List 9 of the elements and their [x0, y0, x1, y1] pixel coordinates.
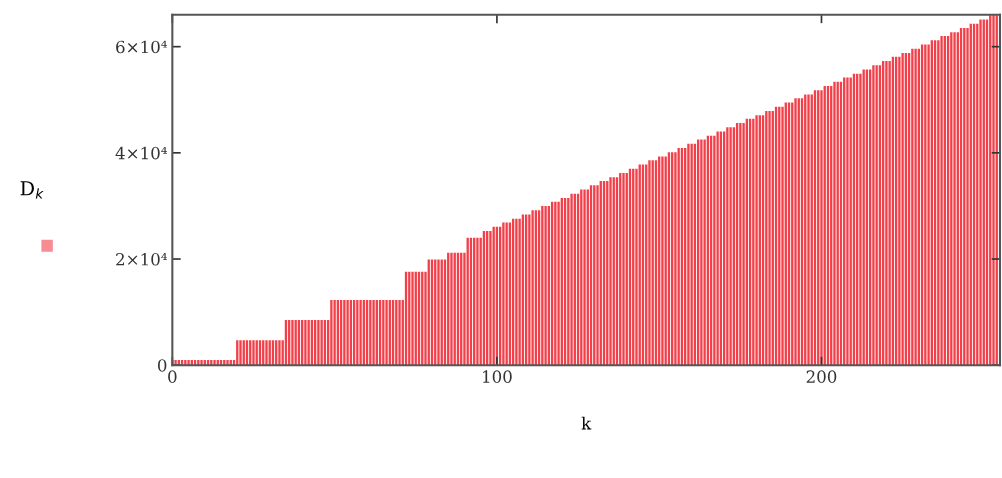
x-tick-label: 100	[483, 370, 512, 383]
x-tick-label: 0	[168, 370, 177, 383]
x-tick-label: 200	[806, 370, 837, 383]
y-axis-title: D$_{k}$	[20, 181, 44, 199]
y-tick-label: 6×10⁴	[116, 40, 167, 54]
y-tick-label: 0	[157, 359, 167, 372]
y-tick-label: 4×10⁴	[115, 146, 167, 160]
x-axis-title: k	[581, 416, 592, 430]
y-tick-label: 2×10⁴	[116, 252, 167, 266]
